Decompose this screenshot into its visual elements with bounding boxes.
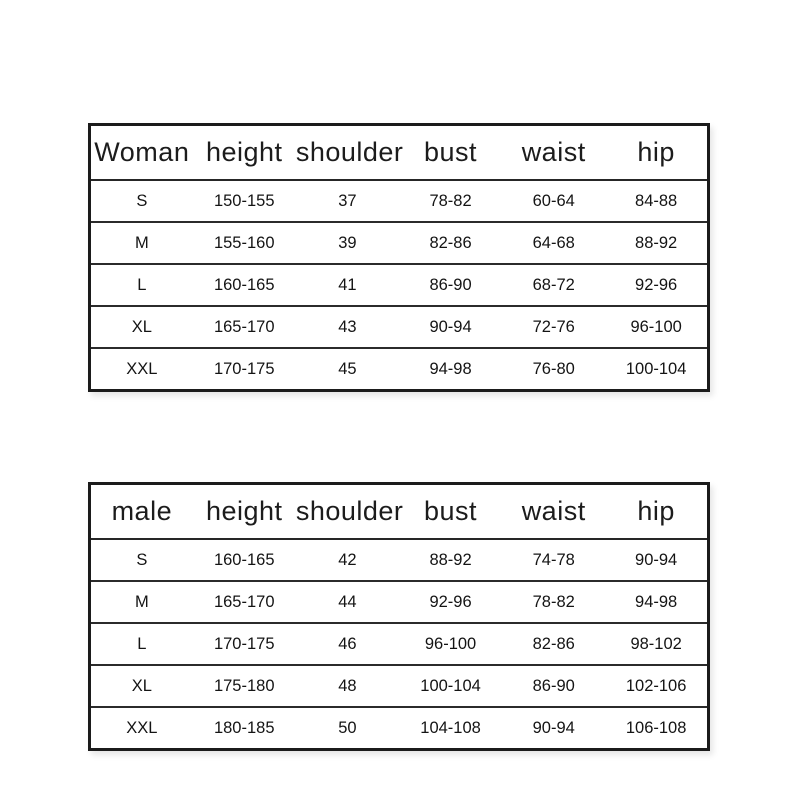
measurement-value: 160-165 [192, 539, 296, 582]
measurement-value: 90-94 [605, 539, 709, 582]
measurement-value: 86-90 [502, 665, 606, 708]
column-header-male: male [89, 483, 193, 540]
measurement-value: 170-175 [192, 623, 296, 666]
male-size-chart-table: male height shoulder bust waist hip S 160-165 4… [88, 482, 710, 751]
measurement-value: 43 [295, 306, 399, 349]
measurement-value: 82-86 [398, 222, 503, 265]
table-row: S 160-165 42 88-92 74-78 90-94 [89, 539, 709, 582]
measurement-value: 180-185 [213, 718, 275, 737]
size-label: XXL [126, 359, 158, 378]
column-header-hip: hip [605, 483, 709, 540]
measurement-value: 106-108 [625, 718, 687, 737]
measurement-value: 175-180 [192, 665, 296, 708]
measurement-value: 96-100 [605, 306, 709, 349]
table-row: M 155-160 39 82-86 64-68 88-92 [89, 222, 709, 265]
measurement-value: 150-155 [192, 180, 296, 223]
measurement-value: 165-170 [192, 306, 296, 349]
measurement-value: 76-80 [532, 359, 575, 378]
table-row: XL 175-180 48 100-104 86-90 102-106 [89, 665, 709, 708]
measurement-value: 39 [295, 222, 399, 265]
measurement-value: 88-92 [398, 539, 503, 582]
measurement-value: 90-94 [398, 306, 503, 349]
measurement-value: 84-88 [605, 180, 709, 223]
table-row: L 160-165 41 86-90 68-72 92-96 [89, 264, 709, 307]
male-table-body: S 160-165 42 88-92 74-78 90-94 M 165-170 44 92-96… [89, 539, 709, 750]
table-row: L 170-175 46 96-100 82-86 98-102 [89, 623, 709, 666]
column-header-shoulder: shoulder [295, 124, 403, 181]
size-label: M [89, 222, 193, 265]
measurement-value: 160-165 [192, 264, 296, 307]
column-header-height: height [192, 124, 296, 181]
measurement-value: 170-175 [213, 359, 275, 378]
measurement-value: 50 [338, 718, 357, 737]
measurement-value: 48 [295, 665, 399, 708]
column-header-hip: hip [605, 124, 709, 181]
measurement-value: 37 [295, 180, 399, 223]
measurement-value: 98-102 [605, 623, 709, 666]
measurement-value: 165-170 [192, 581, 296, 624]
measurement-value: 78-82 [502, 581, 606, 624]
measurement-value: 102-106 [605, 665, 709, 708]
measurement-value: 100-104 [398, 665, 503, 708]
table-row: S 150-155 37 78-82 60-64 84-88 [89, 180, 709, 223]
woman-table-body: S 150-155 37 78-82 60-64 84-88 M 155-160 39 82-86… [89, 180, 709, 391]
measurement-value: 92-96 [605, 264, 709, 307]
measurement-value: 155-160 [192, 222, 296, 265]
size-label: L [89, 264, 193, 307]
woman-table-header-row: Woman height shoulder bust waist hip [89, 124, 709, 181]
measurement-value: 72-76 [502, 306, 606, 349]
measurement-value: 96-100 [398, 623, 503, 666]
measurement-value: 100-104 [625, 359, 687, 378]
measurement-value: 68-72 [502, 264, 606, 307]
size-label: XXL [126, 718, 158, 737]
table-row: XL 165-170 43 90-94 72-76 96-100 [89, 306, 709, 349]
measurement-value: 78-82 [398, 180, 503, 223]
table-row: M 165-170 44 92-96 78-82 94-98 [89, 581, 709, 624]
measurement-value: 60-64 [502, 180, 606, 223]
measurement-value: 42 [295, 539, 399, 582]
measurement-value: 92-96 [398, 581, 503, 624]
size-label: M [89, 581, 193, 624]
measurement-value: 45 [338, 359, 357, 378]
size-label: XL [89, 665, 193, 708]
measurement-value: 86-90 [398, 264, 503, 307]
measurement-value: 94-98 [429, 359, 472, 378]
measurement-value: 104-108 [420, 718, 481, 737]
table-row: XXL 180-185 50 104-108 90-94 106-108 [90, 707, 709, 750]
size-label: XL [89, 306, 193, 349]
column-header-height: height [192, 483, 296, 540]
woman-size-chart-table: Woman height shoulder bust waist hip S 150-155… [88, 123, 710, 392]
measurement-value: 82-86 [502, 623, 606, 666]
male-table-header-row: male height shoulder bust waist hip [89, 483, 709, 540]
size-label: S [89, 180, 193, 223]
column-header-waist: waist [502, 124, 606, 181]
size-label: S [89, 539, 193, 582]
column-header-waist: waist [502, 483, 606, 540]
measurement-value: 64-68 [502, 222, 606, 265]
column-header-bust: bust [398, 124, 503, 181]
column-header-bust: bust [398, 483, 503, 540]
column-header-woman: Woman [89, 124, 193, 181]
size-label: L [89, 623, 193, 666]
measurement-value: 74-78 [502, 539, 606, 582]
measurement-value: 88-92 [605, 222, 709, 265]
measurement-value: 41 [295, 264, 399, 307]
measurement-value: 46 [295, 623, 399, 666]
measurement-value: 90-94 [532, 718, 575, 737]
measurement-value: 94-98 [605, 581, 709, 624]
column-header-shoulder: shoulder [295, 483, 403, 540]
table-row: XXL 170-175 45 94-98 76-80 100-104 [90, 348, 709, 391]
measurement-value: 44 [295, 581, 399, 624]
